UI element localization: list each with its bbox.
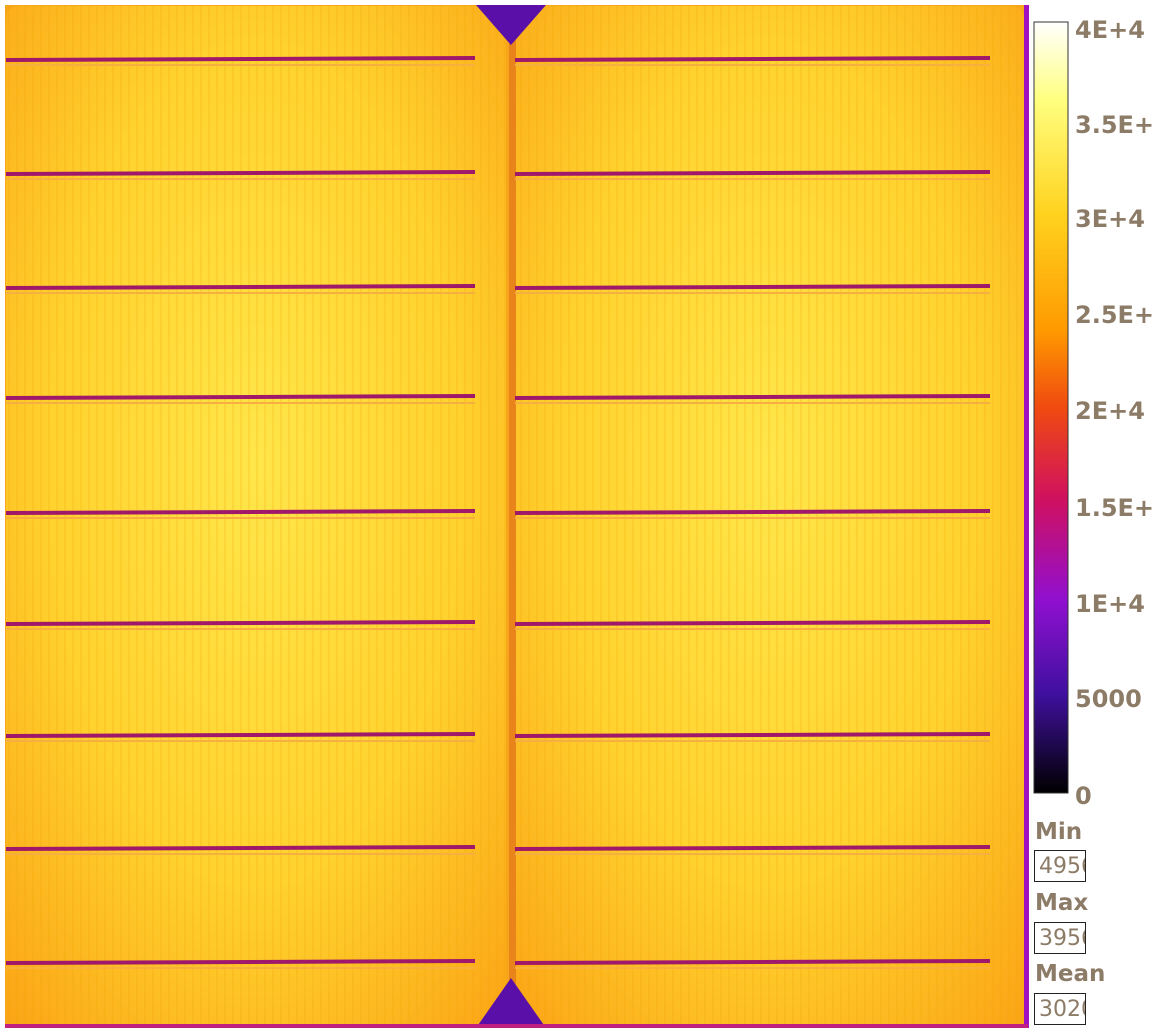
busbar bbox=[514, 732, 991, 738]
busbar bbox=[5, 509, 476, 515]
corner-bottom bbox=[476, 978, 546, 1028]
busbar bbox=[5, 845, 476, 851]
stat-label: Max bbox=[1035, 890, 1089, 916]
busbar bbox=[514, 620, 991, 626]
busbar bbox=[5, 394, 476, 400]
colorbar-tick-label: 2.5E+ bbox=[1075, 301, 1153, 329]
colorbar-tick-label: 4E+4 bbox=[1075, 16, 1145, 44]
busbar bbox=[514, 56, 991, 62]
busbar bbox=[514, 509, 991, 515]
busbar bbox=[514, 845, 991, 851]
colorbar bbox=[1033, 21, 1069, 794]
edge-bottom bbox=[5, 1024, 1028, 1028]
colorbar-tick-label: 1E+4 bbox=[1075, 590, 1145, 618]
busbar bbox=[514, 284, 991, 290]
stat-value: 4956.6 bbox=[1034, 850, 1086, 882]
busbar bbox=[5, 620, 476, 626]
center-gap bbox=[509, 5, 516, 1028]
busbar bbox=[514, 959, 991, 965]
corner-top bbox=[476, 5, 546, 45]
edge-right bbox=[1024, 5, 1029, 1028]
stat-label: Mean bbox=[1035, 961, 1106, 987]
busbar bbox=[514, 170, 991, 176]
colorbar-tick-label: 3.5E+ bbox=[1075, 111, 1153, 139]
colorbar-tick-label: 2E+4 bbox=[1075, 397, 1145, 425]
busbar bbox=[5, 732, 476, 738]
colorbar-tick-label: 3E+4 bbox=[1075, 205, 1145, 233]
busbar bbox=[5, 284, 476, 290]
busbar bbox=[5, 959, 476, 965]
stat-label: Min bbox=[1035, 819, 1083, 845]
stat-value: 39567 bbox=[1034, 922, 1086, 954]
busbar bbox=[5, 170, 476, 176]
colorbar-tick-label: 5000 bbox=[1075, 685, 1142, 713]
colorbar-tick-label: 1.5E+ bbox=[1075, 494, 1153, 522]
busbar bbox=[514, 394, 991, 400]
colorbar-tick-label: 0 bbox=[1075, 782, 1092, 810]
stat-value: 30209 bbox=[1034, 993, 1086, 1025]
busbars bbox=[5, 56, 991, 969]
busbar bbox=[5, 56, 476, 62]
